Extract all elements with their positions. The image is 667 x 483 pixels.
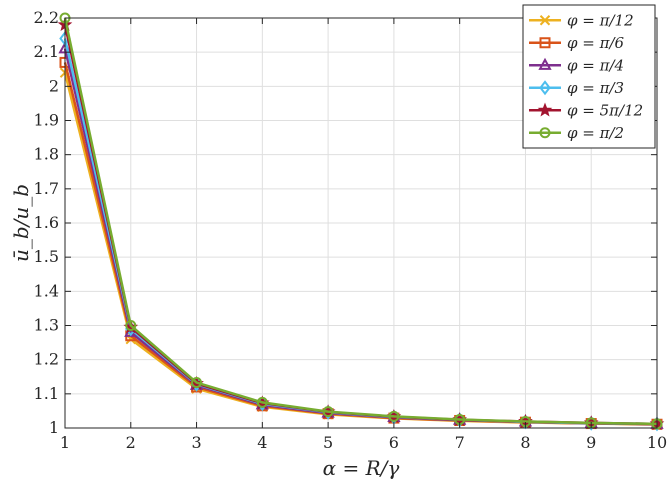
legend-swatch-marker xyxy=(538,57,552,70)
x-tick-label: 8 xyxy=(520,433,530,452)
x-tick-label: 7 xyxy=(455,433,465,452)
series-line xyxy=(63,17,658,426)
y-tick-label: 2.1 xyxy=(34,42,59,61)
y-tick-label: 2.2 xyxy=(34,8,59,27)
y-tick-label: 1 xyxy=(49,418,59,437)
y-tick-label: 1.7 xyxy=(34,179,59,198)
legend-entry: φ = π/6 xyxy=(529,34,625,52)
legend: φ = π/12 φ = π/6 φ = π/4 φ = π/3 φ = 5π/12 φ … xyxy=(522,4,656,149)
y-tick-label: 1.4 xyxy=(34,281,59,300)
legend-swatch-marker xyxy=(539,37,551,49)
series-layer xyxy=(57,12,665,432)
x-tick-label: 3 xyxy=(191,433,201,452)
y-tick-label: 1.6 xyxy=(34,213,59,232)
legend-swatch-marker xyxy=(539,127,551,139)
legend-swatch-marker xyxy=(537,102,553,117)
y-tick-label: 1.1 xyxy=(34,384,59,403)
x-tick-label: 1 xyxy=(60,433,70,452)
legend-entry: φ = π/12 xyxy=(529,11,634,29)
legend-entry: φ = 5π/12 xyxy=(529,101,643,119)
x-tick-label: 4 xyxy=(257,433,267,452)
y-tick-label: 1.8 xyxy=(34,145,59,164)
y-tick-label: 1.5 xyxy=(34,247,59,266)
legend-label: φ = 5π/12 xyxy=(567,101,643,119)
y-tick-label: 2 xyxy=(49,76,59,95)
data-point xyxy=(256,396,268,408)
x-tick-label: 9 xyxy=(586,433,596,452)
x-tick-label: 5 xyxy=(323,433,333,452)
legend-label: φ = π/6 xyxy=(567,34,625,52)
legend-label: φ = π/3 xyxy=(567,79,624,97)
legend-label: φ = π/4 xyxy=(567,56,624,74)
data-point xyxy=(388,410,400,422)
x-tick-label: 10 xyxy=(647,433,667,452)
y-axis-label: ū_b/u_b xyxy=(9,184,33,262)
legend-box xyxy=(522,4,656,149)
legend-entry: φ = π/3 xyxy=(529,79,624,97)
y-tick-label: 1.3 xyxy=(34,316,59,335)
data-point xyxy=(125,320,137,331)
legend-swatch-marker xyxy=(539,80,551,96)
y-tick-label: 1.2 xyxy=(34,350,59,369)
legend-entry: φ = π/4 xyxy=(529,56,624,74)
legend-entry: φ = π/2 xyxy=(529,124,624,142)
data-point xyxy=(322,406,334,418)
x-tick-label: 6 xyxy=(389,433,399,452)
x-tick-label: 2 xyxy=(126,433,136,452)
data-point xyxy=(191,377,203,389)
legend-label: φ = π/2 xyxy=(567,124,624,142)
legend-label: φ = π/12 xyxy=(567,11,634,29)
x-axis-label: α = R/γ xyxy=(323,456,400,480)
legend-swatch-marker xyxy=(539,15,551,26)
y-tick-label: 1.9 xyxy=(34,111,59,130)
